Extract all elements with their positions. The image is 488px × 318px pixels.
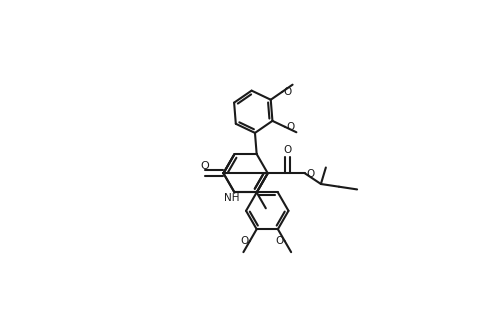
Text: O: O [284, 87, 292, 97]
Text: O: O [201, 161, 209, 171]
Text: O: O [286, 122, 294, 132]
Text: O: O [284, 145, 292, 155]
Text: NH: NH [224, 193, 239, 203]
Text: O: O [240, 236, 248, 246]
Text: O: O [306, 169, 315, 179]
Text: O: O [275, 236, 283, 246]
